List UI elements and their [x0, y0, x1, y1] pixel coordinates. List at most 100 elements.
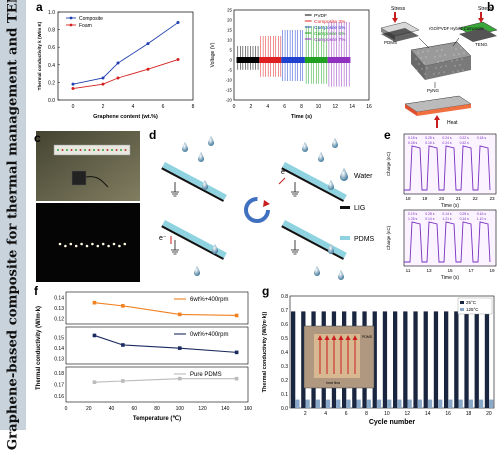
x-tick-label: 4: [266, 104, 269, 110]
panel-f: f 0.12 0.13 0.14 6wt%+400rpm 0.13 0.14 0.15 0wt…: [28, 284, 254, 430]
bar-125c: [346, 399, 351, 408]
y-tick-label: 1.0: [48, 10, 55, 16]
led: [106, 149, 109, 151]
teng-label: TENG: [475, 42, 488, 47]
x-tick-label: 0: [233, 104, 236, 110]
led: [75, 149, 77, 151]
inset-photo: PDMS heat flow: [303, 325, 375, 389]
x-tick-label: 19: [422, 196, 428, 201]
y-tick-label: 15: [227, 28, 232, 33]
panel-label-f: f: [34, 284, 38, 298]
y-tick-label: 0.15: [54, 336, 64, 342]
x-tick-label: 80: [154, 406, 160, 412]
panel-label-a: a: [36, 0, 43, 14]
time-annotation: 0.15 s: [408, 136, 418, 140]
y-tick-label: 0.13: [54, 306, 64, 312]
arrow-head: [317, 335, 323, 340]
y-tick-label: -5: [228, 68, 232, 73]
led: [124, 149, 127, 151]
time-annotation: 0.24 s: [442, 136, 452, 140]
time-annotation: 0.16 s: [425, 141, 435, 145]
bar-125c: [417, 399, 422, 408]
legend-label: Foam: [79, 23, 92, 29]
panel-a: a 0.0 0.2 0.4 0.6 0.8 1.0 0 2 4 6 8 Graphene conten…: [28, 0, 374, 128]
y-tick-label: 0.4: [281, 350, 288, 356]
y-tick-label: -20: [226, 98, 233, 103]
glowing-led: [85, 244, 89, 248]
plot-frame: [233, 9, 370, 101]
y-tick-label: 10: [227, 38, 232, 43]
led: [97, 149, 100, 151]
series-line-0: [72, 22, 179, 85]
texture-dot: [436, 50, 438, 52]
texture-dot: [441, 49, 443, 51]
texture-dot: [416, 69, 418, 71]
texture-dot: [438, 72, 440, 74]
data-point: [92, 300, 97, 305]
time-annotation: 0.14 s: [460, 217, 470, 221]
texture-dot: [455, 48, 457, 50]
panel-label-g: g: [262, 284, 270, 298]
charge-trace: [404, 221, 491, 263]
texture-dot: [444, 54, 446, 56]
arrow-head: [324, 335, 330, 340]
glowing-led: [96, 244, 100, 248]
led: [120, 149, 122, 151]
time-annotation: 0.42 s: [460, 141, 470, 145]
texture-dot: [427, 50, 429, 52]
bar-125c: [376, 399, 382, 408]
x-tick-label: 8: [192, 104, 195, 110]
y-tick-label: 0.8: [48, 28, 55, 34]
y-tick-label: 0.17: [54, 383, 64, 389]
time-annotation: 0.14 s: [442, 212, 452, 216]
x-axis-label: Temperature (℃): [133, 415, 181, 422]
led: [79, 149, 82, 151]
data-point: [121, 343, 125, 347]
legend: 25°C 125°C: [457, 297, 493, 315]
bar-125c: [489, 399, 494, 408]
water-drop-icon: [208, 136, 214, 146]
pyng-label: PyNG: [427, 88, 440, 93]
x-tick-label: 20: [86, 406, 92, 412]
bar-25c: [413, 311, 418, 408]
bar-125c: [407, 399, 412, 408]
arrow-head: [345, 335, 351, 340]
subplot-frame: [65, 366, 249, 403]
series-line-0: [94, 302, 237, 317]
bar-125c: [438, 399, 443, 408]
legend-label: 125°C: [466, 307, 479, 312]
plot-frame: [403, 133, 497, 195]
y-tick-label: 20: [227, 18, 232, 23]
plot-frame: [289, 295, 495, 409]
texture-dot: [422, 51, 424, 53]
x-tick-label: 160: [244, 406, 253, 412]
texture-dot: [459, 64, 461, 66]
legend-label: Composite 7%: [314, 37, 346, 43]
x-tick-label: 6: [283, 104, 286, 110]
texture-dot: [462, 69, 464, 71]
texture-dot: [426, 67, 428, 69]
dark-led-photo: [36, 203, 140, 282]
data-point: [116, 61, 120, 65]
y-tick-label: 0.16: [54, 394, 64, 400]
water-drop-icon: [198, 152, 204, 162]
water-drop-icon: [328, 244, 334, 254]
arrow-head: [331, 335, 337, 340]
water-drop-icon: [182, 142, 188, 152]
x-axis-label: Cycle number: [369, 419, 416, 426]
x-tick-label: 10: [384, 411, 390, 417]
bar-125c: [458, 399, 463, 408]
x-tick-label: 22: [473, 196, 479, 201]
data-point: [116, 76, 120, 80]
glowing-led: [74, 244, 78, 248]
legend-label: Pure PDMS: [190, 372, 222, 378]
panel-label-e: e: [384, 128, 391, 142]
time-annotation: 0.14 s: [425, 217, 435, 221]
data-point: [101, 82, 105, 86]
data-point: [177, 346, 182, 350]
data-point: [71, 82, 75, 86]
y-tick-label: 0.0: [281, 406, 288, 412]
bar-25c: [444, 311, 449, 408]
time-annotation: 0.28 s: [408, 141, 418, 145]
chart-g: 0.0 0.1 0.2 0.3 0.4 0.5 0.6 0.7 0.8 2 4 6 8 10 12 14 16 1…: [262, 294, 495, 426]
